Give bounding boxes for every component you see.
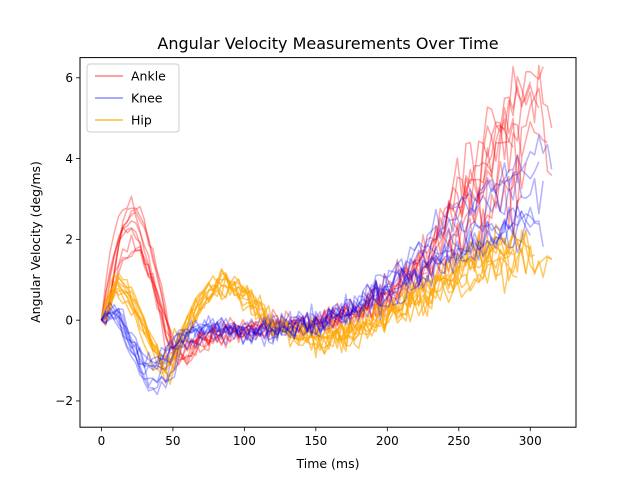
legend-label-knee: Knee xyxy=(131,91,163,106)
x-tick-label: 200 xyxy=(376,434,399,448)
series-line-hip xyxy=(100,233,514,384)
y-axis-label: Angular Velocity (deg/ms) xyxy=(28,161,43,323)
y-tick-label: −2 xyxy=(55,394,73,408)
x-tick-label: 300 xyxy=(519,434,542,448)
series-line-knee xyxy=(100,205,536,369)
series-line-knee xyxy=(101,206,544,364)
series-line-knee xyxy=(100,173,544,384)
series-layer xyxy=(100,64,553,396)
chart-title: Angular Velocity Measurements Over Time xyxy=(157,34,498,53)
series-line-hip xyxy=(101,240,527,365)
y-axis: −2 0 2 4 6 xyxy=(55,71,80,408)
series-line-ankle xyxy=(101,175,523,352)
plot-frame xyxy=(79,57,577,428)
series-line-knee xyxy=(100,162,518,392)
x-axis-label: Time (ms) xyxy=(295,456,359,471)
legend: Ankle Knee Hip xyxy=(86,63,180,133)
x-tick-label: 100 xyxy=(233,434,256,448)
x-tick-label: 0 xyxy=(98,434,106,448)
legend-label-ankle: Ankle xyxy=(131,69,166,84)
series-line-knee xyxy=(101,200,519,367)
y-tick-label: 4 xyxy=(65,152,73,166)
x-axis: 0 50 100 150 200 250 300 xyxy=(98,427,542,448)
x-tick-label: 50 xyxy=(165,434,180,448)
series-line-knee xyxy=(100,206,540,365)
legend-box xyxy=(86,63,180,133)
legend-label-hip: Hip xyxy=(131,113,152,128)
plot-area xyxy=(100,64,553,396)
y-tick-label: 6 xyxy=(65,71,73,85)
series-line-knee xyxy=(100,210,523,376)
y-tick-label: 0 xyxy=(65,313,73,327)
x-tick-label: 250 xyxy=(447,434,470,448)
series-line-knee xyxy=(101,216,531,371)
y-tick-label: 2 xyxy=(65,233,73,247)
series-line-knee xyxy=(100,134,553,396)
series-line-knee xyxy=(100,161,540,387)
x-tick-label: 150 xyxy=(304,434,327,448)
series-line-hip xyxy=(100,251,514,370)
series-line-hip xyxy=(100,223,535,386)
